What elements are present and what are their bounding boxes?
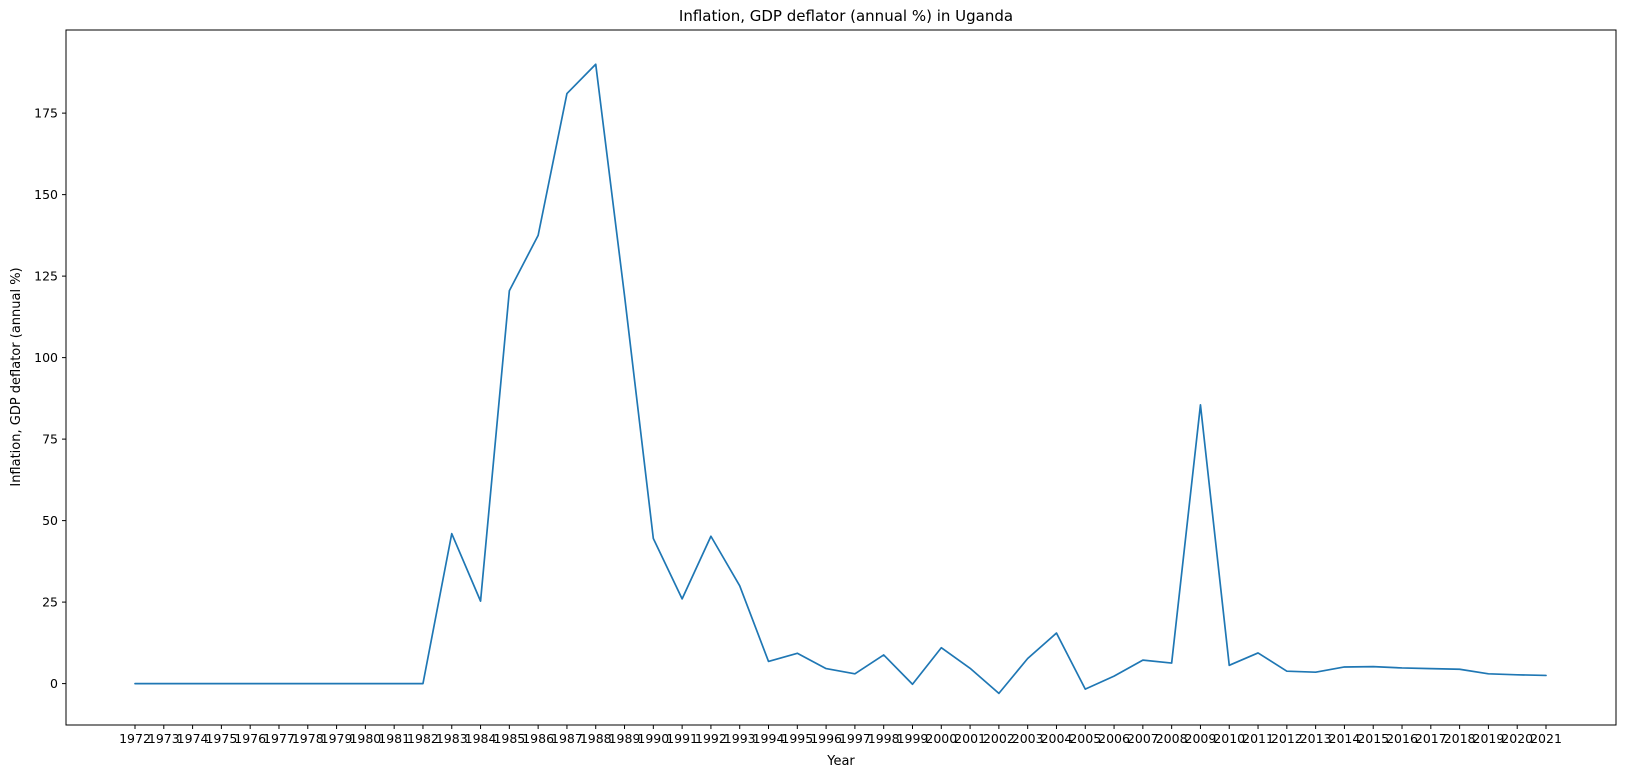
y-tick-label: 0 [50,676,58,691]
x-tick-label: 1995 [781,731,813,746]
x-tick-label: 2018 [1444,731,1476,746]
x-tick-label: 2013 [1300,731,1332,746]
x-tick-label: 1982 [407,731,439,746]
series-layer [134,63,1547,695]
x-tick-label: 1999 [897,731,929,746]
y-tick-label: 150 [34,187,58,202]
y-tick-label: 75 [42,432,58,447]
x-tick-label: 1973 [148,731,180,746]
x-tick-label: 2010 [1213,731,1245,746]
x-tick-label: 2020 [1501,731,1533,746]
x-tick-label: 2005 [1069,731,1101,746]
x-tick-label: 2008 [1156,731,1188,746]
y-tick-label: 125 [34,269,58,284]
x-tick-label: 1986 [522,731,554,746]
x-tick-label: 1974 [177,731,209,746]
x-tick-label: 1980 [349,731,381,746]
x-tick-label: 1991 [666,731,698,746]
x-tick-label: 2017 [1415,731,1447,746]
x-tick-label: 1990 [637,731,669,746]
x-tick-label: 1975 [205,731,237,746]
x-tick-label: 2002 [983,731,1015,746]
y-tick-label: 50 [42,513,58,528]
x-tick-label: 1996 [810,731,842,746]
x-tick-label: 1983 [436,731,468,746]
x-tick-label: 1989 [609,731,641,746]
x-tick-label: 1993 [724,731,756,746]
x-tick-label: 1998 [868,731,900,746]
chart-title: Inflation, GDP deflator (annual %) in Ug… [679,7,1013,25]
x-tick-label: 2001 [954,731,986,746]
x-tick-label: 1976 [234,731,266,746]
x-tick-label: 2019 [1473,731,1505,746]
y-tick-label: 25 [42,595,58,610]
x-tick-label: 2014 [1329,731,1361,746]
x-tick-label: 2009 [1185,731,1217,746]
x-tick-label: 2011 [1242,731,1274,746]
x-axis-label: Year [826,754,855,769]
x-tick-label: 2015 [1357,731,1389,746]
x-tick-label: 2003 [1012,731,1044,746]
x-tick-label: 2000 [925,731,957,746]
x-tick-label: 2021 [1530,731,1562,746]
x-tick-label: 2004 [1041,731,1073,746]
x-tick-label: 1987 [551,731,583,746]
x-tick-label: 1992 [695,731,727,746]
x-tick-label: 2016 [1386,731,1418,746]
x-tick-label: 1972 [119,731,151,746]
x-tick-label: 1984 [465,731,497,746]
y-axis-label: Inflation, GDP deflator (annual %) [9,267,24,486]
x-tick-label: 1985 [493,731,525,746]
y-tick-label: 100 [34,350,58,365]
x-tick-label: 2012 [1271,731,1303,746]
x-tick-label: 1978 [292,731,324,746]
series-line [134,63,1547,695]
y-axis: 0 25 50 75 100 125 150 175 [34,106,66,691]
x-tick-label: 1979 [321,731,353,746]
x-tick-label: 2006 [1098,731,1130,746]
x-tick-label: 2007 [1127,731,1159,746]
x-tick-label: 1981 [378,731,410,746]
x-tick-label: 1977 [263,731,295,746]
x-tick-label: 1997 [839,731,871,746]
x-axis: 1972197319741975197619771978197919801981… [119,725,1562,746]
x-tick-label: 1988 [580,731,612,746]
y-tick-label: 175 [34,106,58,121]
plot-area [65,29,1617,726]
x-tick-label: 1994 [753,731,785,746]
